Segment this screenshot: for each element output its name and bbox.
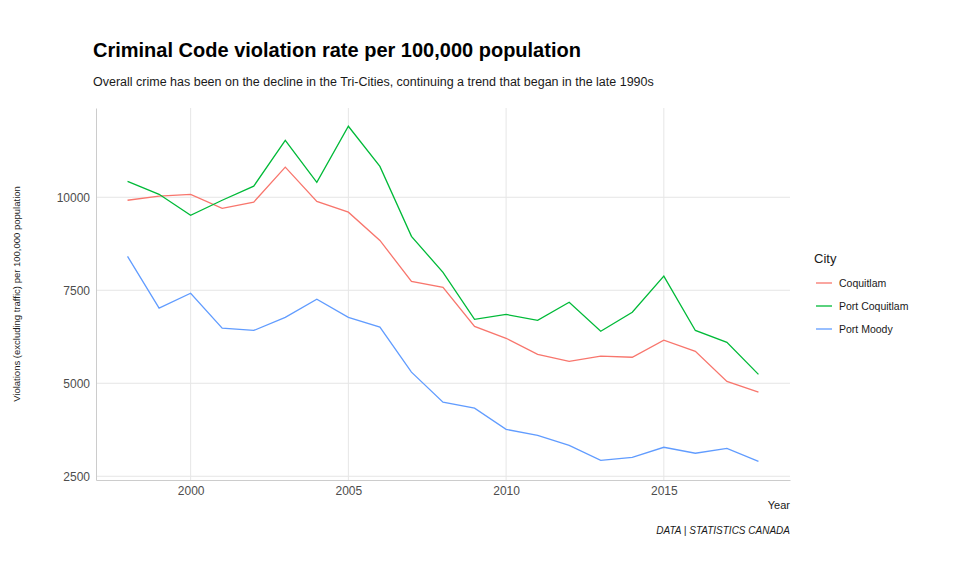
legend-label: Port Coquitlam (839, 300, 909, 312)
lines (128, 126, 759, 461)
x-tick: 2015 (651, 480, 678, 498)
legend: CityCoquitlam Port Coquitlam Port Moody (814, 251, 909, 335)
x-tick-label: 2005 (336, 484, 363, 498)
grid-line-x (348, 108, 349, 480)
legend-title: City (814, 251, 837, 266)
grid-line-x (506, 108, 507, 480)
y-tick-label: 5000 (63, 377, 90, 391)
x-tick: 2000 (178, 480, 205, 498)
series-line (128, 256, 759, 461)
y-axis: 2500 5000 7500 10000 (57, 109, 97, 484)
y-tick-label: 7500 (63, 284, 90, 298)
y-tick-label: 2500 (63, 470, 90, 484)
y-tick: 2500 (63, 470, 96, 484)
x-tick-label: 2015 (651, 484, 678, 498)
series-line (128, 126, 759, 374)
grid (96, 108, 790, 480)
subtitle: Overall crime has been on the decline in… (93, 75, 654, 89)
y-tick: 7500 (63, 284, 96, 298)
grid-line-y (96, 476, 790, 477)
legend-label: Port Moody (839, 323, 893, 335)
x-tick-label: 2010 (493, 484, 520, 498)
grid-line-y (96, 197, 790, 198)
grid-line-y (96, 383, 790, 384)
x-tick-label: 2000 (178, 484, 205, 498)
y-tick: 10000 (57, 191, 96, 205)
x-axis-title: Year (768, 499, 791, 511)
y-tick: 5000 (63, 377, 96, 391)
legend-label: Coquitlam (839, 277, 887, 289)
legend-key (816, 282, 832, 283)
x-tick: 2010 (493, 480, 520, 498)
caption: DATA | STATISTICS CANADA (656, 525, 790, 536)
chart: 2500 5000 7500 10000 2000 2005 2010 2015 Crimina… (0, 0, 960, 576)
legend-key (816, 305, 832, 306)
y-tick-label: 10000 (57, 191, 91, 205)
x-tick: 2005 (336, 480, 363, 498)
grid-line-y (96, 290, 790, 291)
x-axis-line (97, 480, 791, 481)
title: Criminal Code violation rate per 100,000… (93, 39, 581, 61)
legend-key (816, 328, 832, 329)
y-axis-title: Violations (excluding traffic) per 100,0… (11, 186, 22, 402)
y-axis-line (96, 109, 97, 481)
x-axis: 2000 2005 2010 2015 (97, 480, 791, 498)
grid-line-x (663, 108, 664, 480)
